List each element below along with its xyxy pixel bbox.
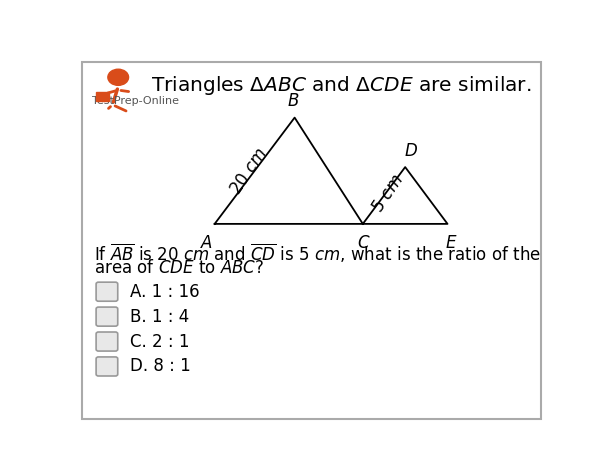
Circle shape <box>108 69 129 85</box>
Text: $\it{E}$: $\it{E}$ <box>445 234 458 252</box>
Text: B. 1 : 4: B. 1 : 4 <box>130 307 189 326</box>
Text: Triangles $\Delta \it{ABC}$ and $\Delta \it{CDE}$ are similar.: Triangles $\Delta \it{ABC}$ and $\Delta … <box>151 74 532 97</box>
Text: $\it{A}$: $\it{A}$ <box>200 234 213 252</box>
FancyBboxPatch shape <box>96 282 118 301</box>
Text: A. 1 : 16: A. 1 : 16 <box>130 283 200 301</box>
Text: $\mathit{5\ cm}$: $\mathit{5\ cm}$ <box>368 171 407 216</box>
FancyBboxPatch shape <box>96 332 118 351</box>
Text: $\it{C}$: $\it{C}$ <box>357 234 370 252</box>
Text: $\mathit{20\ cm}$: $\mathit{20\ cm}$ <box>227 144 271 198</box>
Text: C. 2 : 1: C. 2 : 1 <box>130 333 189 350</box>
Text: If $\overline{AB}$ is 20 $\mathit{cm}$ and $\overline{CD}$ is 5 $\mathit{cm}$, w: If $\overline{AB}$ is 20 $\mathit{cm}$ a… <box>93 242 541 265</box>
FancyBboxPatch shape <box>96 307 118 326</box>
Text: TestPrep-Online: TestPrep-Online <box>92 96 179 106</box>
Text: D. 8 : 1: D. 8 : 1 <box>130 357 191 376</box>
Text: $\it{D}$: $\it{D}$ <box>404 142 418 160</box>
Text: area of $\mathit{CDE}$ to $\mathit{ABC}$?: area of $\mathit{CDE}$ to $\mathit{ABC}$… <box>93 259 264 277</box>
Text: $\it{B}$: $\it{B}$ <box>287 92 299 110</box>
FancyBboxPatch shape <box>96 357 118 376</box>
FancyBboxPatch shape <box>96 91 109 101</box>
